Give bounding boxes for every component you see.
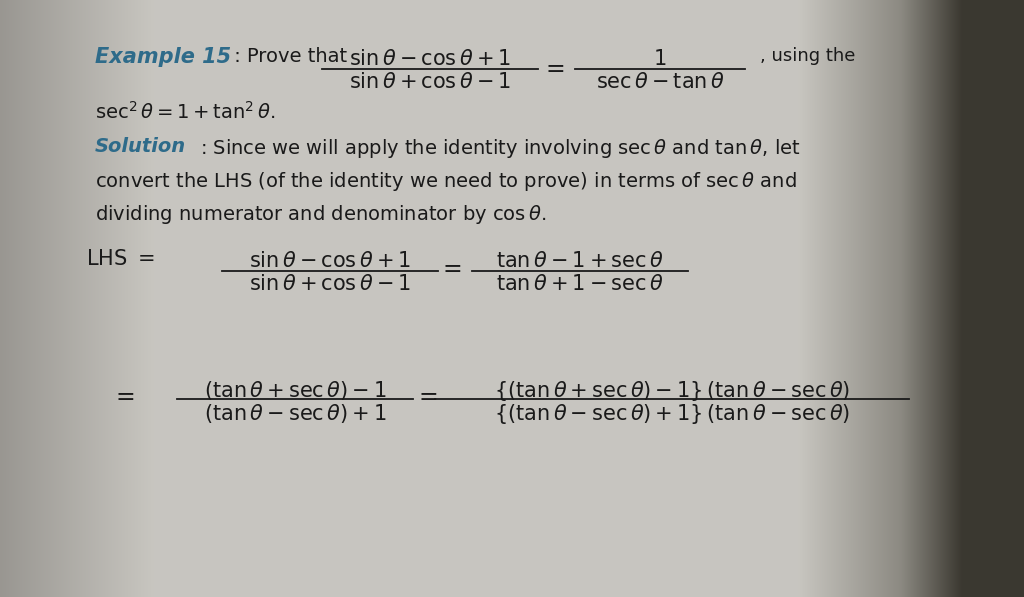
Text: $\sin\theta + \cos\theta - 1$: $\sin\theta + \cos\theta - 1$ (249, 274, 411, 294)
Text: =: = (442, 257, 462, 281)
Text: convert the LHS (of the identity we need to prove) in terms of $\sec\theta$ and: convert the LHS (of the identity we need… (95, 170, 797, 193)
Text: $\sec^2\theta = 1 + \tan^2\theta.$: $\sec^2\theta = 1 + \tan^2\theta.$ (95, 101, 275, 123)
Text: =: = (115, 385, 135, 409)
Text: $\tan\theta - 1 + \sec\theta$: $\tan\theta - 1 + \sec\theta$ (496, 251, 664, 271)
Text: =: = (545, 57, 565, 81)
Text: , using the: , using the (760, 47, 855, 65)
Text: $\{(\tan\theta - \sec\theta) + 1\}\,(\tan\theta - \sec\theta)$: $\{(\tan\theta - \sec\theta) + 1\}\,(\ta… (494, 402, 850, 426)
Text: $\tan\theta + 1 - \sec\theta$: $\tan\theta + 1 - \sec\theta$ (496, 274, 664, 294)
Text: $\sin\theta -\cos\theta + 1$: $\sin\theta -\cos\theta + 1$ (349, 49, 511, 69)
Text: $(\tan\theta - \sec\theta)+1$: $(\tan\theta - \sec\theta)+1$ (204, 402, 386, 425)
Text: : Since we will apply the identity involving $\sec\theta$ and $\tan\theta$, let: : Since we will apply the identity invol… (200, 137, 801, 160)
Text: $\sin\theta - \cos\theta + 1$: $\sin\theta - \cos\theta + 1$ (249, 251, 411, 271)
Text: $\sec\theta - \tan\theta$: $\sec\theta - \tan\theta$ (596, 72, 724, 92)
Text: =: = (418, 385, 438, 409)
Text: $1$: $1$ (653, 49, 667, 69)
Text: : Prove that: : Prove that (228, 47, 347, 66)
Text: $\sin\theta +\cos\theta - 1$: $\sin\theta +\cos\theta - 1$ (349, 72, 511, 92)
Text: Example 15: Example 15 (95, 47, 231, 67)
Text: $\{(\tan\theta + \sec\theta) - 1\}\,(\tan\theta - \sec\theta)$: $\{(\tan\theta + \sec\theta) - 1\}\,(\ta… (494, 379, 850, 403)
Text: Solution: Solution (95, 137, 186, 156)
Text: dividing numerator and denominator by $\cos\theta$.: dividing numerator and denominator by $\… (95, 203, 546, 226)
Text: LHS $=$: LHS $=$ (86, 249, 155, 269)
Text: $(\tan\theta + \sec\theta)-1$: $(\tan\theta + \sec\theta)-1$ (204, 379, 386, 402)
